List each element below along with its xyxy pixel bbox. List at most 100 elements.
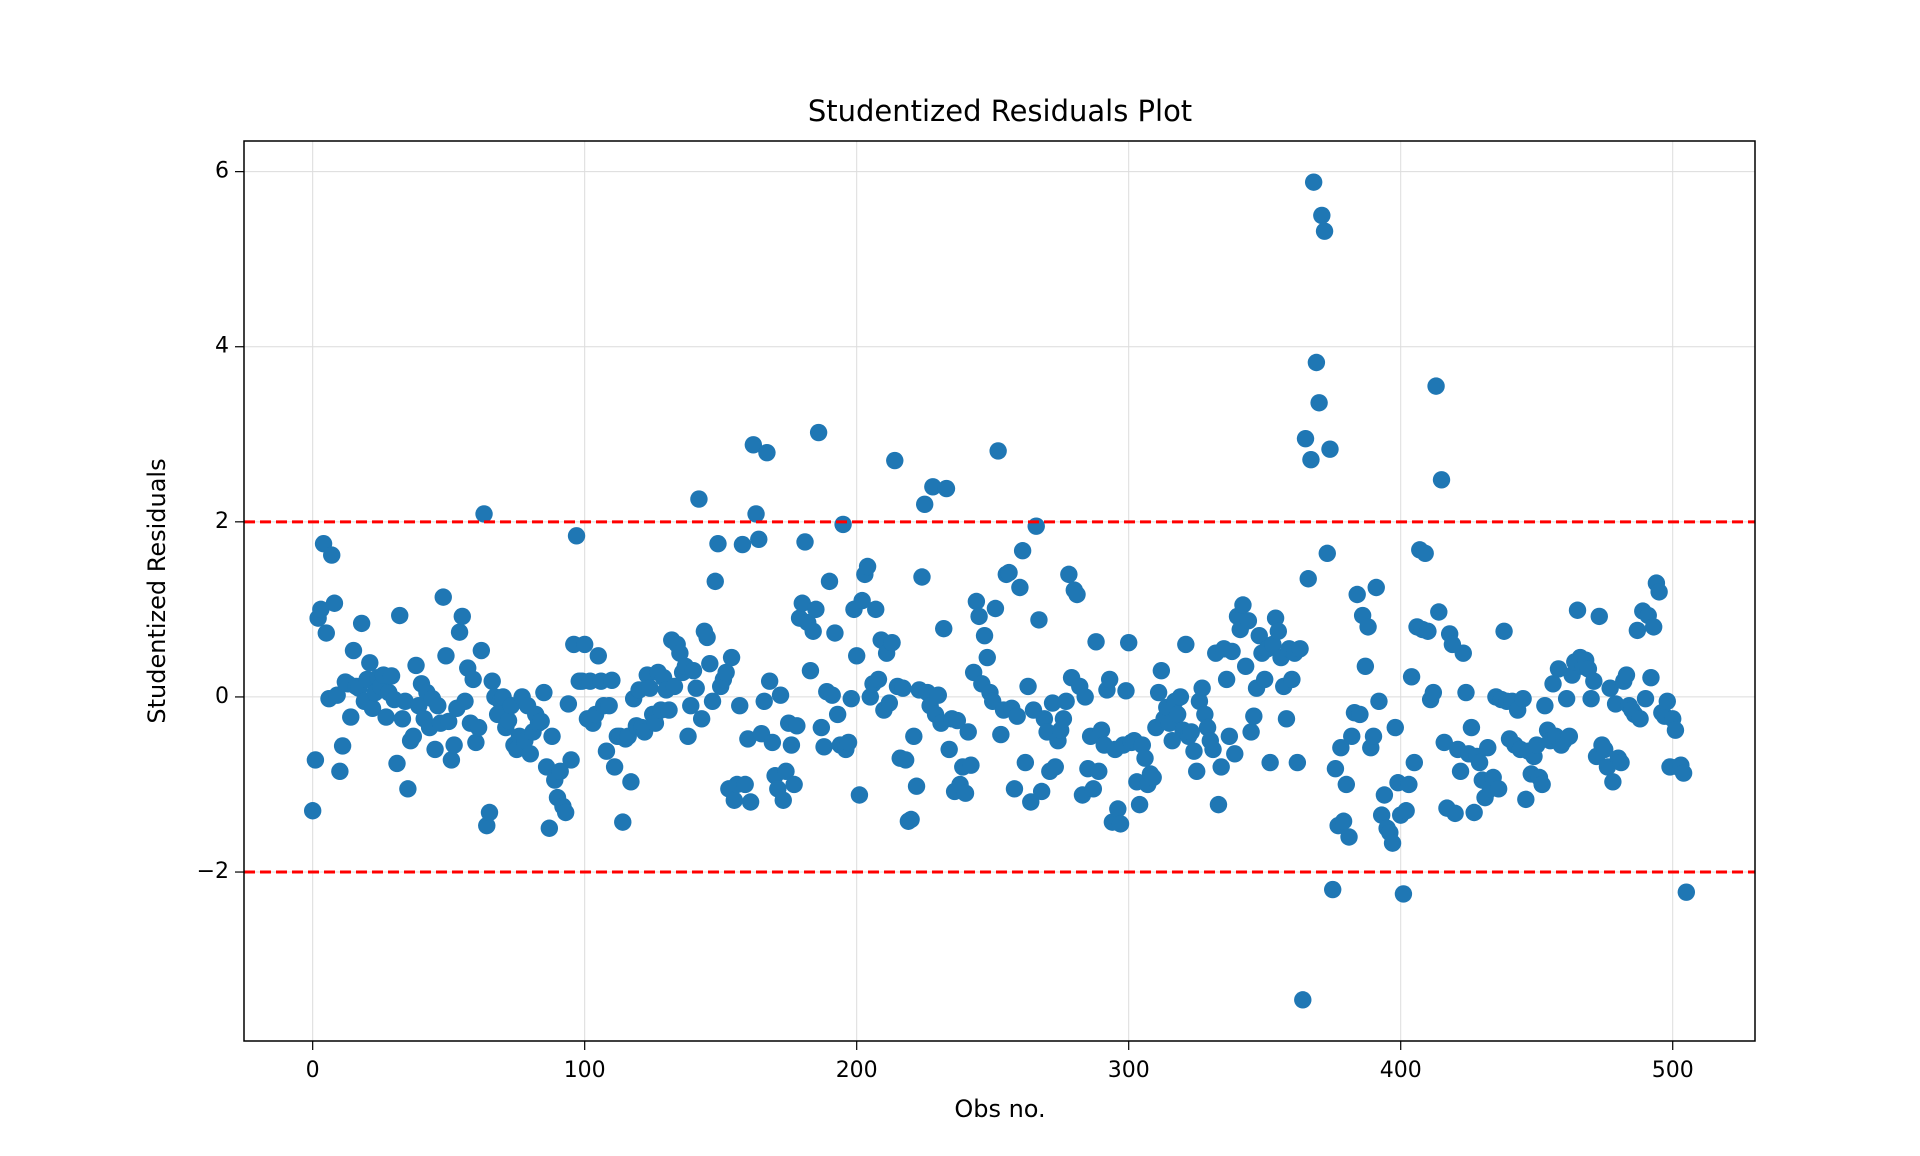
data-point	[1296, 429, 1315, 448]
data-point	[771, 686, 790, 704]
y-tick-label: −2	[197, 859, 229, 884]
data-point	[896, 751, 915, 769]
data-point	[1359, 618, 1377, 636]
data-point	[986, 599, 1005, 618]
data-point	[1495, 622, 1513, 640]
data-point	[967, 592, 986, 611]
data-point	[1190, 692, 1209, 711]
data-point	[1324, 880, 1342, 899]
data-point	[472, 641, 491, 660]
data-point	[1302, 450, 1320, 469]
data-point	[1087, 633, 1105, 651]
data-point	[567, 527, 586, 545]
data-point	[344, 641, 363, 660]
data-point	[480, 803, 499, 822]
data-point	[747, 505, 765, 523]
data-point	[1658, 692, 1676, 711]
data-point	[1337, 775, 1356, 794]
data-point	[1013, 542, 1032, 560]
data-point	[940, 740, 958, 759]
data-point	[793, 594, 811, 612]
data-point	[1318, 544, 1336, 563]
data-point	[1446, 804, 1464, 823]
data-point	[1427, 377, 1445, 395]
data-point	[1533, 775, 1551, 794]
data-point	[1264, 635, 1282, 654]
data-point	[853, 591, 871, 610]
data-point	[788, 717, 806, 735]
data-point	[733, 535, 752, 554]
data-point	[331, 762, 349, 781]
data-point	[1364, 727, 1383, 746]
data-point	[646, 714, 665, 732]
data-point	[342, 708, 360, 726]
data-point	[796, 533, 814, 551]
data-point	[1168, 705, 1187, 724]
data-point	[323, 546, 341, 564]
data-point	[785, 775, 803, 794]
data-point	[929, 686, 947, 704]
data-point	[880, 694, 899, 712]
data-point	[665, 677, 684, 696]
data-point	[777, 762, 795, 781]
data-point	[1304, 173, 1323, 191]
data-point	[1405, 753, 1424, 772]
data-point	[1022, 793, 1040, 811]
data-point	[679, 727, 697, 746]
data-point	[867, 600, 885, 619]
data-point	[1430, 603, 1448, 621]
data-point	[1321, 440, 1339, 458]
data-point	[614, 813, 632, 831]
data-point	[1642, 668, 1660, 687]
data-point	[1117, 682, 1135, 700]
data-point	[361, 654, 379, 672]
data-point	[804, 622, 822, 640]
data-point	[399, 780, 417, 798]
data-point	[445, 736, 463, 754]
data-point	[622, 773, 640, 791]
data-point	[1416, 544, 1434, 563]
data-point	[551, 762, 569, 781]
data-point	[1590, 607, 1608, 626]
data-point	[1636, 689, 1655, 708]
data-point	[1326, 760, 1345, 778]
data-point	[453, 607, 471, 626]
data-point	[1596, 740, 1614, 759]
data-point	[869, 670, 888, 689]
data-point	[1261, 753, 1279, 772]
data-point	[1348, 585, 1366, 604]
data-point	[396, 692, 414, 711]
x-tick-label: 400	[1380, 1058, 1422, 1083]
data-point	[603, 671, 621, 689]
data-point	[1307, 353, 1326, 372]
data-point	[521, 745, 539, 763]
data-point	[382, 667, 401, 685]
data-point	[1568, 601, 1587, 619]
data-point	[801, 661, 820, 680]
x-axis-label: Obs no.	[954, 1095, 1045, 1123]
data-point	[760, 672, 779, 690]
data-point	[913, 568, 931, 586]
data-point	[1394, 885, 1413, 903]
data-point	[1432, 471, 1451, 489]
data-point	[562, 751, 580, 769]
data-point	[312, 600, 330, 619]
y-tick-label: 2	[215, 509, 229, 534]
data-point	[1245, 707, 1263, 725]
data-point	[1419, 622, 1437, 640]
data-point	[597, 742, 616, 760]
data-point	[1163, 732, 1181, 750]
data-point	[1402, 668, 1421, 686]
data-point	[1120, 633, 1138, 652]
data-point	[1367, 578, 1385, 597]
data-point	[1130, 795, 1149, 814]
data-point	[1294, 991, 1312, 1009]
data-point	[948, 711, 967, 730]
data-point	[1606, 695, 1625, 713]
data-point	[1313, 206, 1331, 225]
data-point	[701, 654, 719, 673]
data-point	[850, 786, 869, 804]
data-point	[828, 705, 847, 724]
data-point	[1090, 762, 1108, 781]
